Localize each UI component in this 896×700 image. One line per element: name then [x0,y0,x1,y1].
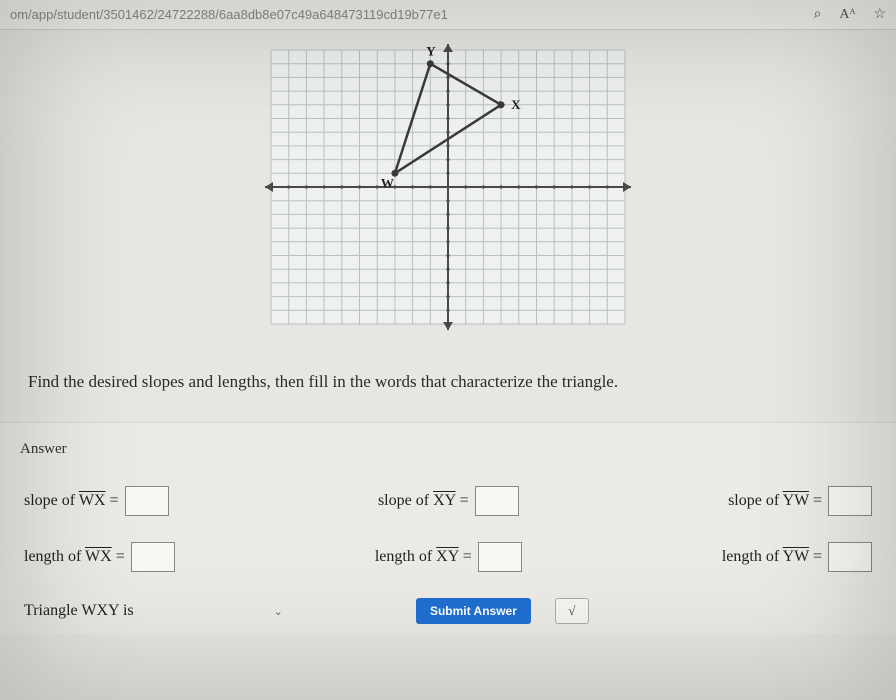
length-row: length of WX = length of XY = length of … [20,542,876,572]
sqrt-button[interactable]: √ [555,598,589,624]
slope-wx-cell: slope of WX = [24,486,169,516]
triangle-type-label: Triangle WXY is [24,602,134,620]
length-yw-cell: length of YW = [722,542,872,572]
dropdown-caret-icon[interactable]: ⌄ [274,605,283,618]
length-yw-input[interactable] [828,542,872,572]
browser-bar-icons: ⌕ Aᴬ ☆ [814,6,886,23]
answer-header: Answer [20,441,876,458]
slope-yw-cell: slope of YW = [728,486,872,516]
bottom-row: Triangle WXY is ⌄ Submit Answer √ [20,598,876,624]
text-size-icon[interactable]: Aᴬ [839,7,855,23]
length-yw-label: length of YW = [722,548,822,566]
submit-answer-button[interactable]: Submit Answer [416,598,531,624]
main-content: W X Y Find the desired slopes and lengths,… [0,30,896,392]
length-wx-label: length of WX = [24,548,125,566]
slope-wx-input[interactable] [125,486,169,516]
slope-yw-label: slope of YW = [728,492,822,510]
length-wx-input[interactable] [131,542,175,572]
answer-section: Answer slope of WX = slope of XY = slope… [0,422,896,634]
length-xy-input[interactable] [478,542,522,572]
slope-yw-input[interactable] [828,486,872,516]
graph-container: W X Y [20,30,876,342]
coordinate-graph: W X Y [253,32,643,342]
slope-xy-cell: slope of XY = [378,486,519,516]
instruction-text: Find the desired slopes and lengths, the… [20,372,876,392]
slope-xy-input[interactable] [475,486,519,516]
svg-text:W: W [381,175,394,190]
url-text: om/app/student/3501462/24722288/6aa8db8e… [10,7,814,22]
slope-xy-label: slope of XY = [378,492,469,510]
length-xy-label: length of XY = [375,548,472,566]
svg-text:X: X [511,97,521,112]
browser-address-bar: om/app/student/3501462/24722288/6aa8db8e… [0,0,896,30]
slope-wx-label: slope of WX = [24,492,119,510]
svg-text:Y: Y [426,44,436,59]
slope-row: slope of WX = slope of XY = slope of YW … [20,486,876,516]
search-icon[interactable]: ⌕ [814,7,822,23]
length-xy-cell: length of XY = [375,542,522,572]
favorite-star-icon[interactable]: ☆ [873,6,886,23]
length-wx-cell: length of WX = [24,542,175,572]
